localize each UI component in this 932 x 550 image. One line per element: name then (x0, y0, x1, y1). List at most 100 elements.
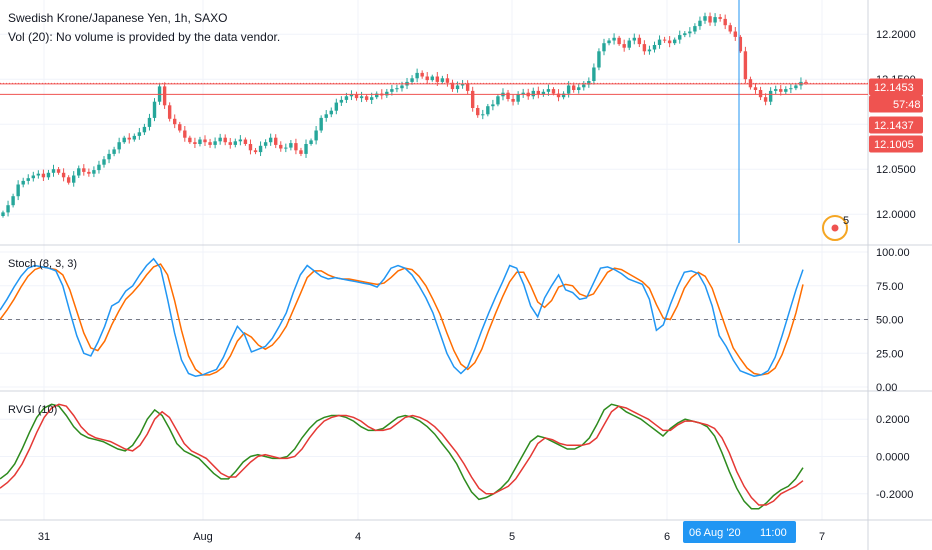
candle-body (556, 93, 561, 98)
candle-body (561, 93, 566, 98)
price-tick-main: 12.0000 (876, 209, 916, 221)
candle-body (258, 145, 263, 153)
last-price-badge-bg (869, 78, 923, 96)
candle-body (6, 205, 10, 213)
candle-body (314, 130, 318, 141)
candle-body (582, 84, 586, 88)
candle-body (566, 85, 571, 94)
level-2-label: 12.1005 (874, 139, 914, 151)
price-tick-stoch: 50.00 (876, 315, 904, 327)
candle-body (784, 89, 788, 92)
candle-body (117, 142, 121, 150)
candle-body (551, 89, 556, 94)
candle-body (263, 142, 268, 146)
stoch-k-line (0, 257, 804, 377)
candle-body (274, 137, 278, 145)
candle-body (319, 117, 323, 131)
candle-body (763, 97, 768, 102)
chart-title[interactable]: Swedish Krone/Japanese Yen, 1h, SAXO (8, 11, 228, 25)
level-1-badge: 12.1437 (869, 116, 923, 134)
candle-body (758, 90, 763, 98)
alert-clock-icon[interactable]: 5 (822, 215, 849, 241)
candle-body (789, 88, 793, 90)
candle-body (430, 76, 434, 81)
time-tick: 31 (38, 531, 50, 543)
candle-body (238, 139, 243, 142)
candle-body (713, 17, 717, 23)
candle-body (602, 43, 606, 52)
time-axis[interactable]: 31 Aug 4 5 6 7 (38, 531, 825, 543)
candle-body (470, 90, 475, 108)
candle-body (390, 89, 394, 92)
candle-body (683, 33, 687, 36)
candle-body (642, 44, 647, 52)
price-axis-rvgi[interactable]: 0.2000 0.0000 -0.2000 (876, 414, 913, 501)
main-price-pane[interactable] (0, 12, 868, 218)
candle-body (672, 39, 677, 44)
candle-body (122, 137, 126, 143)
candle-body (178, 124, 182, 131)
candle-body (36, 173, 41, 176)
candle-body (354, 94, 359, 99)
candle-body (425, 76, 429, 81)
candle-body (622, 44, 626, 48)
candle-body (142, 126, 147, 133)
rvgi-label[interactable]: RVGI (10) (8, 404, 57, 416)
volume-note[interactable]: Vol (20): No volume is provided by the d… (8, 30, 280, 44)
candle-body (491, 104, 495, 107)
rvgi-pane[interactable] (0, 403, 804, 510)
crosshair-date-badge-bg (683, 521, 796, 543)
candle-body (31, 175, 36, 179)
candle-body (435, 76, 440, 82)
price-tick-main: 12.2000 (876, 29, 916, 41)
candle-body (450, 82, 455, 90)
crosshair-date-label: 06 Aug '20 (689, 527, 741, 539)
candle-body (476, 108, 480, 116)
candle-body (188, 137, 192, 143)
candle-body (77, 168, 81, 176)
price-tick-stoch: 0.00 (876, 382, 897, 394)
candle-body (465, 83, 470, 91)
candle-body (183, 130, 187, 138)
price-tick-rvgi: 0.2000 (876, 414, 910, 426)
price-axis-stoch[interactable]: 100.00 75.00 50.00 25.00 0.00 (876, 247, 910, 394)
candle-body (753, 87, 758, 90)
candle-body (794, 85, 798, 89)
candle-body (324, 114, 328, 118)
candle-body (486, 106, 490, 115)
candle-body (294, 143, 298, 151)
candle-body (395, 88, 399, 90)
candle-body (132, 135, 137, 140)
candle-body (213, 141, 217, 145)
candle-body (400, 85, 404, 89)
countdown-label: 57:48 (893, 99, 921, 111)
candle-body (592, 67, 596, 81)
candle-body (597, 51, 601, 68)
candle-body (72, 175, 76, 183)
candle-body (152, 101, 157, 118)
candle-body (733, 31, 737, 37)
candle-body (51, 169, 56, 173)
candle-body (299, 150, 303, 154)
price-tick-main: 12.0500 (876, 164, 916, 176)
stoch-label[interactable]: Stoch (8, 3, 3) (8, 258, 77, 270)
stoch-pane[interactable] (0, 257, 868, 377)
candle-body (693, 26, 697, 32)
candle-body (804, 81, 808, 83)
candle-body (87, 171, 91, 174)
candle-body (289, 143, 293, 148)
candle-body (369, 97, 374, 100)
candle-body (708, 16, 712, 23)
level-2-badge: 12.1005 (869, 135, 923, 153)
candle-body (253, 150, 258, 153)
time-tick: 5 (509, 531, 515, 543)
candle-body (768, 90, 773, 102)
candle-body (420, 72, 424, 77)
candle-body (56, 169, 61, 173)
candle-body (102, 159, 106, 165)
price-tick-stoch: 25.00 (876, 348, 904, 360)
level-1-badge-bg (869, 116, 923, 134)
candle-body (16, 184, 20, 197)
candle-body (496, 96, 500, 105)
